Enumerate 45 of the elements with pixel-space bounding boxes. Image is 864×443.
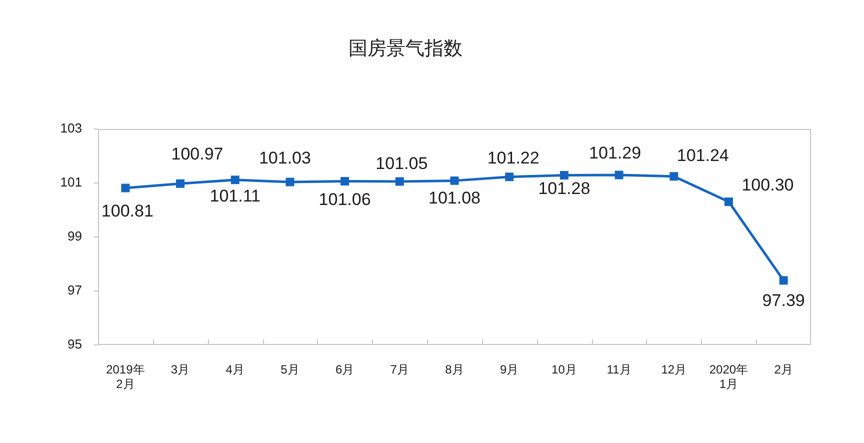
x-tick-label: 10月 xyxy=(552,362,577,377)
y-tick-label: 103 xyxy=(60,120,82,136)
point xyxy=(286,178,294,186)
point xyxy=(670,172,678,181)
point xyxy=(450,176,459,185)
x-tick-label: 6月 xyxy=(335,362,354,377)
data-label: 100.97 xyxy=(171,144,224,164)
x-tick-label: 12月 xyxy=(661,362,687,377)
data-label: 101.24 xyxy=(676,146,729,166)
data-label: 101.06 xyxy=(318,190,371,209)
data-label: 101.05 xyxy=(376,154,428,174)
data-label: 101.08 xyxy=(428,188,480,208)
data-label: 101.11 xyxy=(210,186,260,206)
data-label: 100.81 xyxy=(101,202,154,221)
x-tick-label: 7月 xyxy=(390,362,409,377)
x-tick-label: 2月 xyxy=(774,362,793,377)
point xyxy=(230,176,240,184)
x-tick-label: 2019年 2月 xyxy=(106,362,145,391)
x-tick-label: 5月 xyxy=(280,362,300,377)
x-tick-label: 11月 xyxy=(606,362,632,377)
x-tick-label: 3月 xyxy=(170,362,190,377)
point xyxy=(614,170,624,180)
y-tick-label: 99 xyxy=(68,228,82,244)
point xyxy=(395,177,404,186)
y-tick-label: 95 xyxy=(68,336,82,352)
data-label: 101.28 xyxy=(538,178,590,198)
point xyxy=(340,176,350,186)
point xyxy=(724,198,733,206)
data-label: 101.03 xyxy=(258,148,311,168)
point xyxy=(121,184,130,192)
chart-title: 国房景气指数 xyxy=(348,38,462,60)
point xyxy=(505,172,514,182)
y-tick-label: 97 xyxy=(68,282,82,298)
point xyxy=(779,276,788,285)
data-label: 101.29 xyxy=(589,144,642,163)
x-tick-label: 8月 xyxy=(445,362,464,377)
point xyxy=(176,179,185,188)
y-tick-label: 101 xyxy=(60,174,82,190)
point xyxy=(560,171,568,180)
data-label: 100.30 xyxy=(742,175,794,194)
x-tick-label: 9月 xyxy=(500,362,519,377)
data-label: 101.22 xyxy=(487,148,540,168)
x-tick-label: 2020年 1月 xyxy=(709,362,748,391)
data-label: 97.39 xyxy=(762,291,805,310)
x-tick-label: 4月 xyxy=(226,362,244,377)
